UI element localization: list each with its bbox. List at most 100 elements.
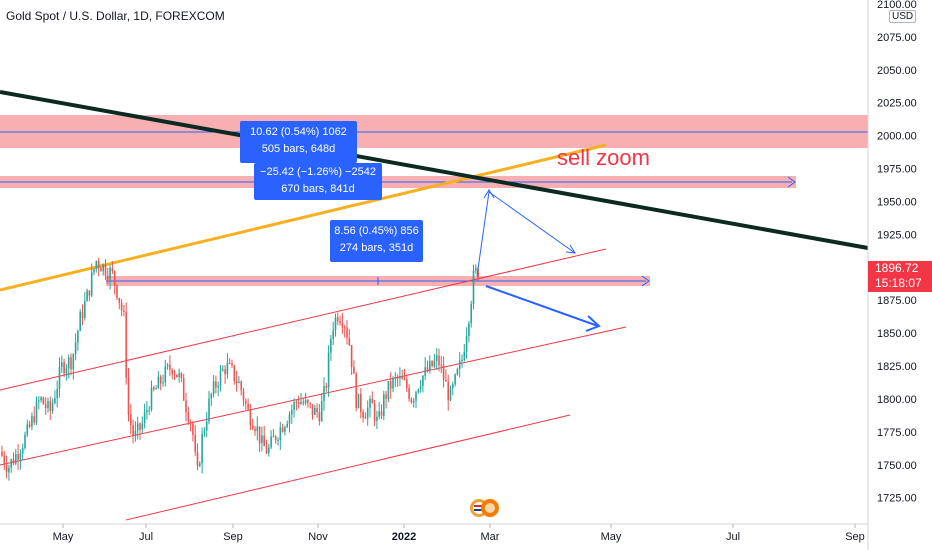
candle-body (192, 423, 194, 435)
candle-body (242, 390, 245, 401)
candle-body (350, 345, 353, 368)
candle-body (166, 364, 169, 367)
candle-body (31, 416, 33, 427)
x-axis-ticks: May Jul Sep Nov 2022 Mar May Jul Sep (53, 524, 865, 543)
y-tick-label: 1925.00 (877, 229, 917, 241)
candle-body (394, 377, 397, 379)
candle-body (153, 387, 155, 390)
candle-body (201, 433, 203, 464)
candle-body (383, 394, 385, 416)
candle-body (233, 365, 236, 382)
candle-body (217, 385, 219, 388)
candle-body (1, 451, 3, 456)
candle-body (323, 385, 325, 401)
channel-lower-line (125, 414, 571, 521)
projection-up-end-arrowhead (565, 244, 576, 254)
candle-body (249, 409, 252, 426)
x-tick-label: Jul (139, 531, 153, 543)
candle-body (302, 402, 305, 404)
candle-body (435, 355, 438, 361)
candle-body (396, 377, 399, 379)
candle-body (288, 414, 291, 424)
candle-body (348, 337, 351, 346)
candle-body (277, 440, 279, 442)
candle-body (309, 402, 311, 405)
candle-body (107, 275, 109, 280)
projection-down-arrow (485, 285, 599, 327)
candle-body (341, 323, 344, 328)
measure-3-line-1: 8.56 (0.45%) 856 (334, 225, 419, 237)
candle-body (47, 401, 49, 409)
candle-body (274, 436, 277, 441)
candle-body (26, 424, 29, 435)
candle-body (169, 364, 171, 370)
x-tick-label: May (601, 531, 622, 543)
candle-body (300, 402, 302, 405)
candle-body (373, 403, 376, 421)
candle-body (429, 360, 431, 371)
y-tick-label: 1850.00 (877, 328, 917, 340)
candle-body (111, 267, 114, 272)
candle-body (320, 400, 323, 421)
candle-body (33, 416, 35, 423)
candle-body (254, 428, 256, 432)
candle-body (245, 400, 247, 404)
candle-body (406, 379, 408, 389)
candle-body (325, 385, 328, 388)
candle-body (118, 297, 121, 303)
x-tick-label: May (53, 531, 74, 543)
candle-body (44, 404, 47, 409)
candle-body (468, 323, 470, 336)
candle-body (127, 377, 130, 415)
channel-middle-line (0, 326, 627, 466)
y-tick-label: 1950.00 (877, 196, 917, 208)
projection-up-arrowhead (483, 189, 495, 199)
currency-label[interactable]: USD (889, 10, 917, 23)
y-tick-label: 1825.00 (877, 361, 917, 373)
candlestick-series (1, 258, 479, 481)
candle-body (38, 400, 40, 402)
candle-body (81, 311, 84, 319)
candle-body (208, 398, 210, 422)
candle-body (199, 463, 201, 466)
candle-body (109, 267, 111, 280)
candle-body (240, 381, 242, 391)
candle-body (19, 453, 22, 460)
candle-body (35, 401, 38, 423)
candle-body (155, 388, 157, 390)
dividends-events-icon[interactable] (468, 497, 500, 519)
candle-body (357, 393, 360, 409)
candle-body (417, 389, 420, 393)
candle-body (433, 360, 436, 367)
measure-box-2: −25.42 (−1.26%) −2542 670 bars, 841d (254, 163, 382, 200)
candle-body (447, 381, 449, 401)
candle-body (143, 412, 146, 424)
candle-body (171, 369, 173, 374)
candle-body (385, 394, 387, 399)
candle-body (219, 370, 222, 386)
candle-body (410, 399, 413, 403)
candle-body (353, 367, 355, 374)
candle-body (247, 403, 249, 410)
x-tick-label: Sep (223, 531, 243, 543)
candle-body (449, 388, 452, 401)
candle-body (270, 436, 272, 448)
y-tick-label: 1875.00 (877, 295, 917, 307)
candle-body (97, 261, 100, 268)
sell-zoom-label: sell zoom (557, 145, 650, 170)
black-trendline (0, 90, 869, 250)
candle-body (238, 381, 240, 383)
candle-body (389, 380, 392, 389)
candle-body (123, 310, 125, 313)
candle-body (438, 355, 440, 366)
measure-2-line-1: −25.42 (−1.26%) −2542 (260, 166, 376, 178)
candle-body (102, 264, 104, 272)
candle-body (157, 376, 160, 389)
last-price-badge: 1896.72 15:18:07 (868, 261, 932, 292)
chart-title: Gold Spot / U.S. Dollar, 1D, FOREXCOM (6, 9, 225, 23)
candle-body (293, 402, 295, 410)
candle-body (90, 272, 93, 296)
candle-body (104, 264, 107, 276)
x-tick-label: Jul (726, 531, 740, 543)
